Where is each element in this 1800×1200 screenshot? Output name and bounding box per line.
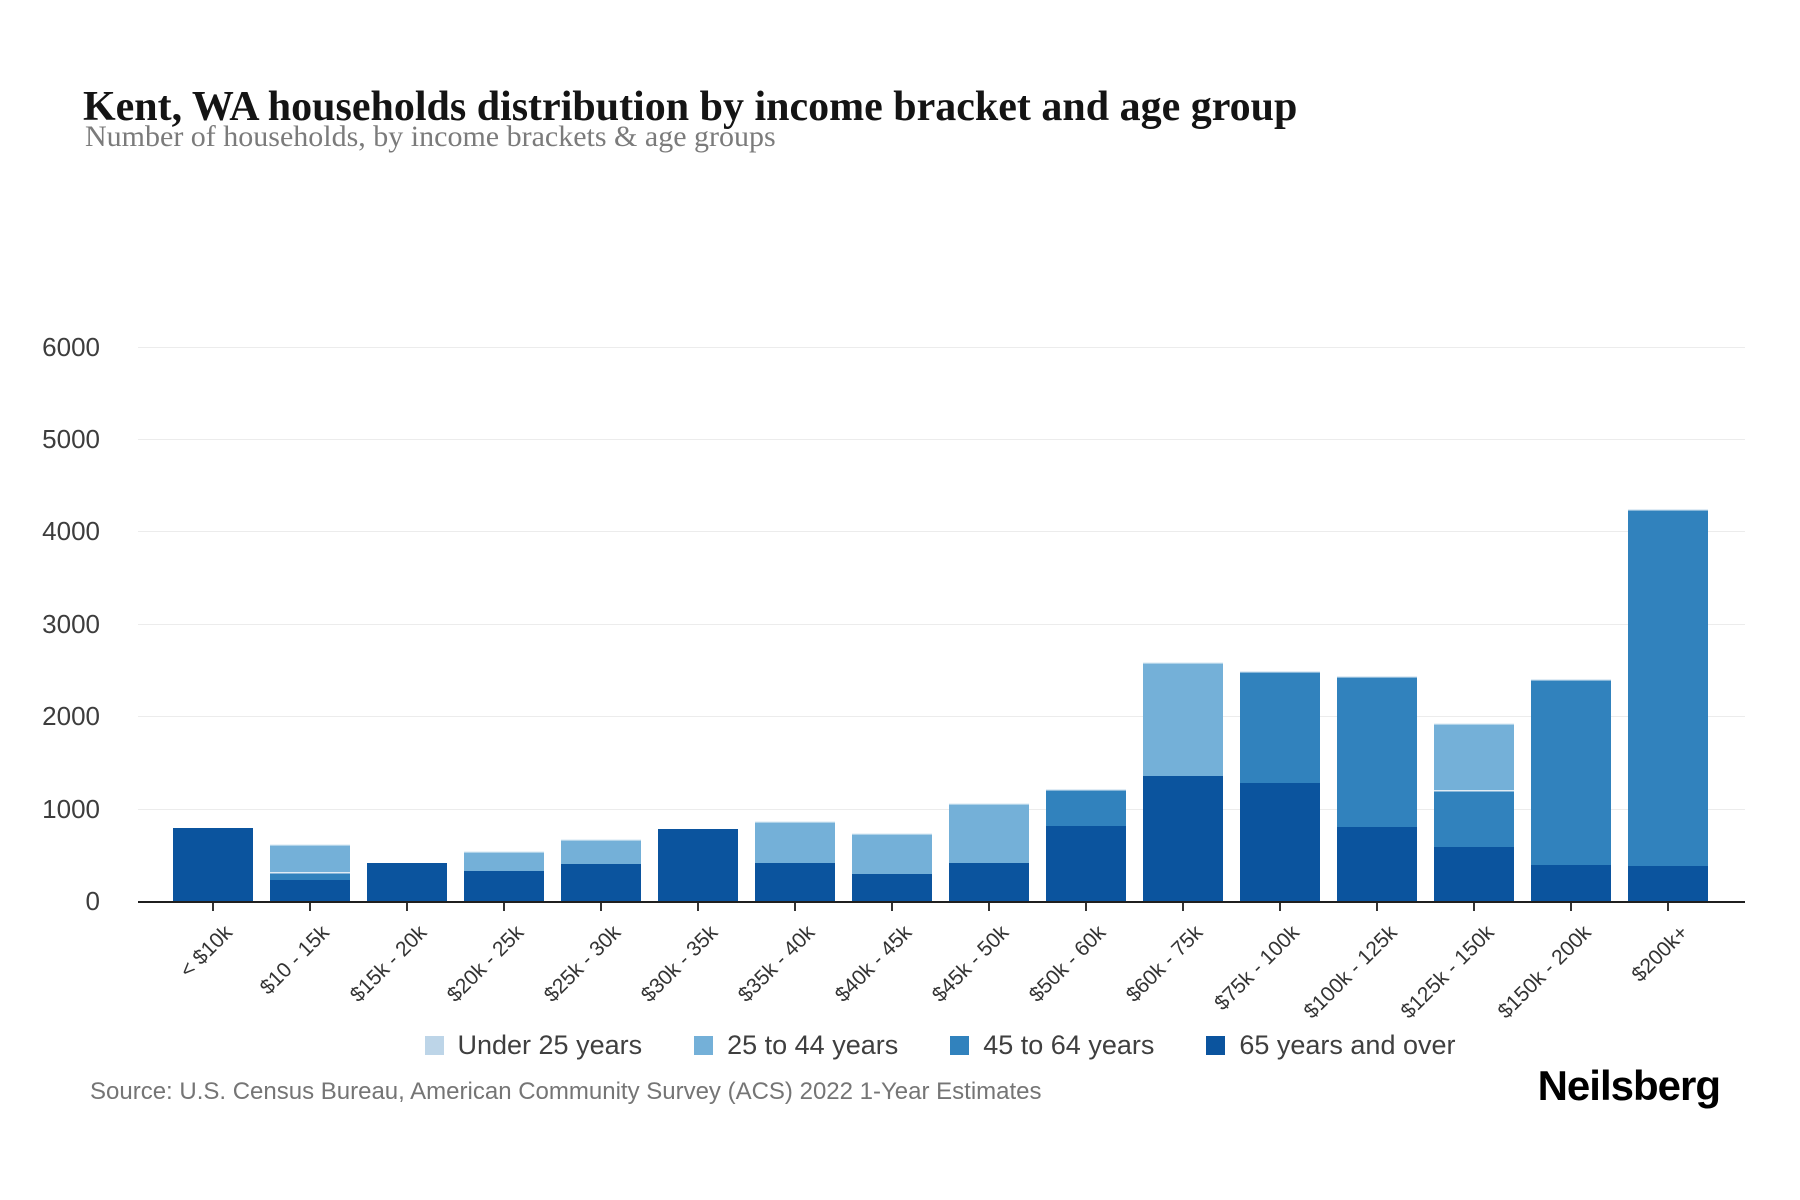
bar-segment[interactable]: [173, 828, 253, 901]
x-axis-line: [138, 901, 1745, 903]
bar-segment[interactable]: [1531, 864, 1611, 901]
bar-segment[interactable]: [1531, 679, 1611, 901]
x-axis-tick: [1182, 903, 1184, 911]
bar-segment[interactable]: [755, 862, 835, 901]
x-axis-tick: [1570, 903, 1572, 911]
bar-segment[interactable]: [270, 880, 350, 901]
x-axis-tick-label: $10 - 15k: [256, 921, 335, 1000]
bar-segment[interactable]: [1143, 776, 1223, 901]
x-axis-tick: [212, 903, 214, 911]
bar-segment[interactable]: [367, 862, 447, 901]
bar-segment[interactable]: [949, 863, 1029, 901]
legend-item[interactable]: 45 to 64 years: [950, 1030, 1154, 1061]
x-axis-tick-label: $200k+: [1626, 921, 1693, 987]
source-note: Source: U.S. Census Bureau, American Com…: [90, 1078, 1042, 1105]
x-axis-tick: [1667, 903, 1669, 911]
bar-segment[interactable]: [464, 870, 544, 901]
x-axis-tick: [988, 903, 990, 911]
y-gridline: [138, 439, 1745, 440]
legend-swatch-icon: [424, 1036, 444, 1055]
legend-label: Under 25 years: [457, 1030, 643, 1060]
legend-swatch-icon: [950, 1036, 970, 1055]
y-gridline: [138, 531, 1745, 533]
legend-swatch-icon: [1206, 1036, 1226, 1055]
y-gridline: [138, 716, 1745, 718]
legend-item[interactable]: 25 to 44 years: [694, 1030, 898, 1061]
x-axis-tick: [1279, 903, 1281, 911]
x-axis-tick: [891, 903, 893, 911]
chart-subtitle: Number of households, by income brackets…: [85, 120, 776, 153]
x-axis-tick: [309, 903, 311, 911]
x-axis-tick-label: $50k - 60k: [1024, 921, 1111, 1007]
bar-segment[interactable]: [1240, 782, 1320, 901]
y-axis-tick-label: 1000: [42, 793, 100, 824]
bar-segment[interactable]: [1628, 865, 1708, 901]
x-axis-tick-label: $60k - 75k: [1121, 921, 1208, 1007]
y-axis-tick-label: 4000: [42, 516, 100, 547]
y-axis-tick-label: 5000: [42, 424, 100, 454]
y-gridline: [138, 623, 1745, 625]
x-axis-tick-label: $45k - 50k: [927, 921, 1014, 1007]
bar-segment[interactable]: [1046, 825, 1126, 901]
x-axis-tick-label: $20k - 25k: [442, 921, 529, 1007]
x-axis-tick: [794, 903, 796, 911]
page-title: Kent, WA households distribution by inco…: [83, 84, 1298, 131]
x-axis-tick-label: $150k - 200k: [1493, 921, 1596, 1024]
x-axis-tick-label: $40k - 45k: [830, 921, 917, 1007]
x-axis-tick-label: $100k - 125k: [1299, 921, 1402, 1024]
x-axis-tick: [600, 903, 602, 911]
bar-segment[interactable]: [852, 874, 932, 901]
y-axis-tick-label: 2000: [42, 701, 100, 732]
x-axis-tick-label: $30k - 35k: [636, 921, 723, 1007]
y-axis-tick-label: 0: [85, 886, 100, 916]
bar-segment[interactable]: [1337, 827, 1417, 901]
y-axis-tick-label: 3000: [42, 608, 100, 639]
x-axis-tick-label: $15k - 20k: [345, 921, 432, 1007]
y-axis-tick-label: 6000: [42, 331, 100, 362]
x-axis-tick: [406, 903, 408, 911]
y-gridline: [138, 808, 1745, 810]
chart-legend: Under 25 years 25 to 44 years 45 to 64 yea…: [140, 1030, 1740, 1061]
bar-segment[interactable]: [658, 829, 738, 901]
x-axis-tick-label: $25k - 30k: [539, 921, 626, 1007]
x-axis-tick-label: $125k - 150k: [1396, 921, 1499, 1024]
legend-swatch-icon: [694, 1036, 714, 1055]
legend-label: 45 to 64 years: [983, 1030, 1155, 1060]
x-axis-tick: [503, 903, 505, 911]
legend-label: 65 years and over: [1239, 1030, 1456, 1060]
x-axis-tick-label: $35k - 40k: [733, 921, 820, 1007]
bar-segment[interactable]: [1434, 847, 1514, 901]
brand-logo: Neilsberg: [1537, 1062, 1721, 1109]
x-axis-tick: [1376, 903, 1378, 911]
x-axis-tick: [697, 903, 699, 911]
bar-segment[interactable]: [561, 863, 641, 901]
bar-segment[interactable]: [1628, 509, 1708, 901]
y-gridline: [138, 346, 1745, 348]
legend-label: 25 to 44 years: [727, 1030, 899, 1060]
x-axis-tick-label: < $10k: [175, 921, 238, 983]
x-axis-tick-label: $75k - 100k: [1210, 921, 1305, 1015]
legend-item[interactable]: 65 years and over: [1206, 1030, 1456, 1061]
x-axis-tick: [1085, 903, 1087, 911]
x-axis-tick: [1473, 903, 1475, 911]
legend-item[interactable]: Under 25 years: [424, 1030, 643, 1061]
